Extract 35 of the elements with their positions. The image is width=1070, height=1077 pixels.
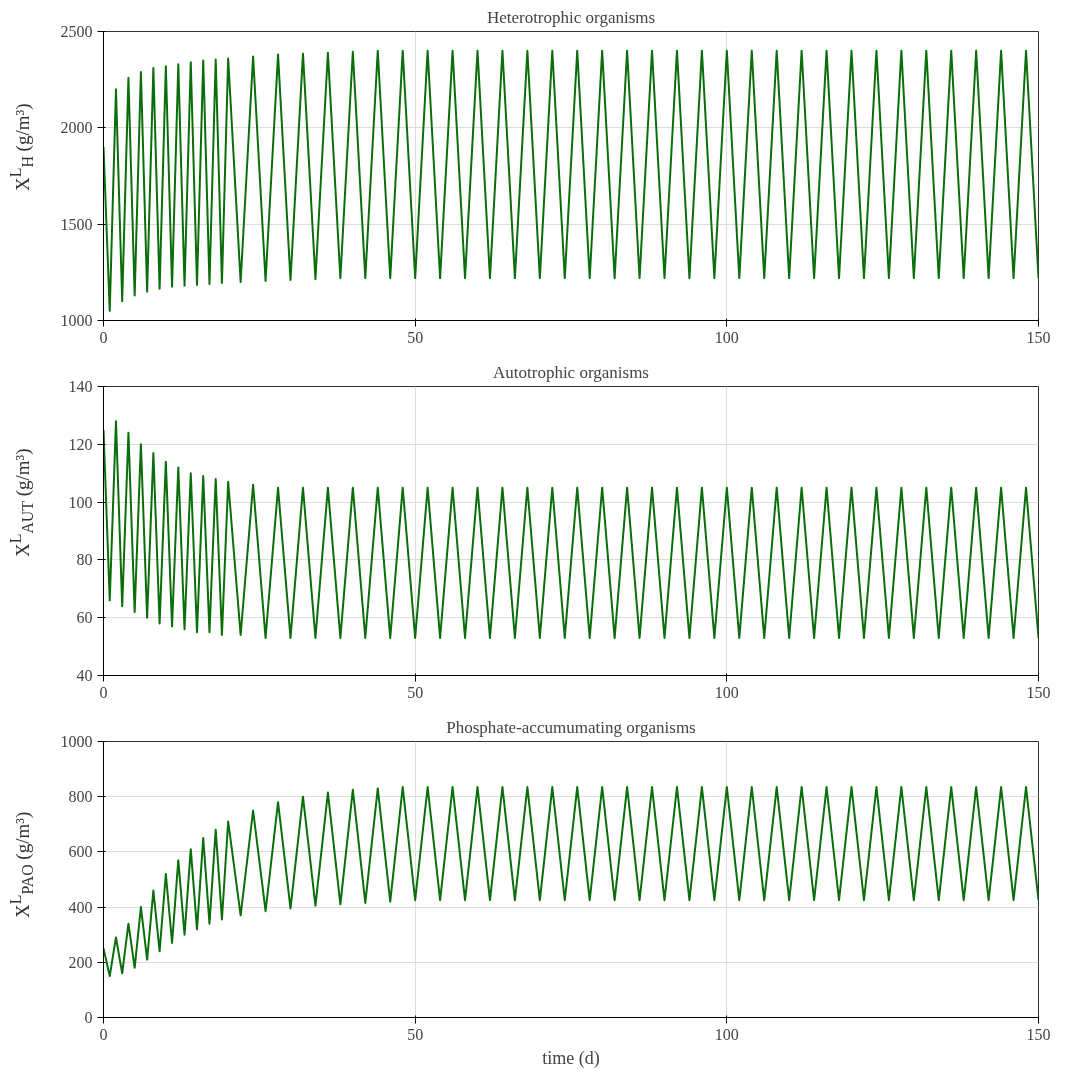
chart-title: Autotrophic organisms xyxy=(493,362,649,382)
y-tick-label: 400 xyxy=(68,898,93,916)
x-axis-title: time (d) xyxy=(542,1047,600,1069)
y-tick-label: 600 xyxy=(68,843,93,861)
y-tick-label: 200 xyxy=(68,953,93,971)
y-tick-label: 0 xyxy=(84,1009,93,1026)
y-tick-label: 1500 xyxy=(60,215,93,233)
y-tick-label: 800 xyxy=(68,788,93,806)
x-tick-label: 150 xyxy=(1026,683,1051,701)
y-tick-label: 140 xyxy=(68,378,93,395)
x-tick-label: 0 xyxy=(99,683,108,701)
x-tick-label: 100 xyxy=(714,683,739,701)
x-tick-label: 0 xyxy=(99,1025,108,1043)
x-tick-label: 50 xyxy=(407,683,424,701)
y-tick-label: 40 xyxy=(76,667,93,684)
line-series xyxy=(103,420,1039,639)
x-tick-label: 50 xyxy=(407,1025,424,1043)
x-tick-label: 100 xyxy=(714,328,739,346)
y-tick-label: 1000 xyxy=(60,312,93,329)
chart-title: Phosphate-accumumating organisms xyxy=(446,717,696,737)
x-tick-label: 150 xyxy=(1026,1025,1051,1043)
y-tick-label: 80 xyxy=(76,551,93,569)
chart-title: Heterotrophic organisms xyxy=(486,7,656,27)
x-tick-label: 50 xyxy=(407,328,424,346)
x-tick-label: 150 xyxy=(1026,328,1051,346)
y-tick-label: 2500 xyxy=(60,23,93,40)
x-tick-label: 100 xyxy=(714,1025,739,1043)
y-tick-label: 100 xyxy=(68,493,93,511)
y-tick-label: 1000 xyxy=(60,733,93,750)
y-tick-label: 120 xyxy=(68,435,93,453)
x-tick-label: 0 xyxy=(99,328,108,346)
y-tick-label: 2000 xyxy=(60,119,93,137)
line-series xyxy=(103,786,1039,978)
line-series xyxy=(103,49,1039,312)
y-tick-label: 60 xyxy=(76,609,93,627)
